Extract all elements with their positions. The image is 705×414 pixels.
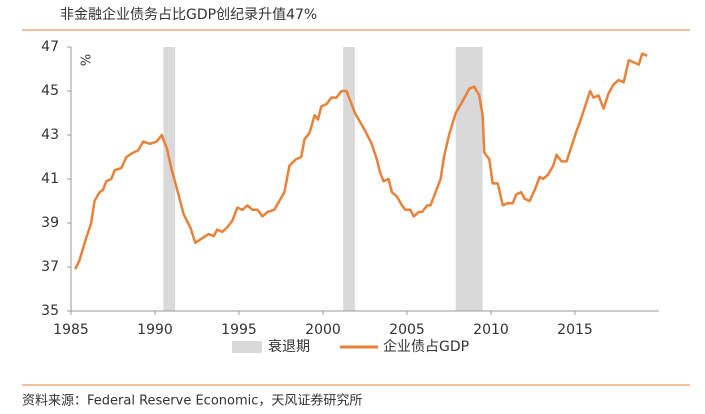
recession-band — [343, 47, 355, 311]
y-tick-label: 35 — [41, 303, 59, 319]
y-tick-label: 39 — [41, 215, 59, 231]
x-tick-label: 2010 — [473, 322, 509, 338]
x-tick-label: 2000 — [305, 322, 341, 338]
recession-band — [163, 47, 176, 311]
x-tick-label: 1995 — [221, 322, 257, 338]
source: 资料来源：Federal Reserve Economic，天风证券研究所 — [22, 393, 362, 409]
legend-label: 企业债占GDP — [383, 338, 469, 355]
legend-swatch — [232, 341, 262, 353]
y-axis-label: % — [77, 54, 92, 66]
y-tick-label: 47 — [41, 39, 59, 55]
x-tick-label: 2015 — [557, 322, 593, 338]
y-tick-label: 41 — [41, 171, 59, 187]
x-tick-label: 1990 — [137, 322, 173, 338]
legend-label: 衰退期 — [268, 338, 310, 355]
y-tick-label: 45 — [41, 83, 59, 99]
x-tick-label: 1985 — [53, 322, 89, 338]
x-tick-label: 2005 — [389, 322, 425, 338]
chart-title: 非金融企业债务占比GDP创纪录升值47% — [60, 6, 317, 23]
y-tick-label: 37 — [41, 259, 59, 275]
series-line — [74, 52, 648, 270]
y-tick-label: 43 — [41, 127, 59, 143]
recession-band — [455, 47, 483, 311]
